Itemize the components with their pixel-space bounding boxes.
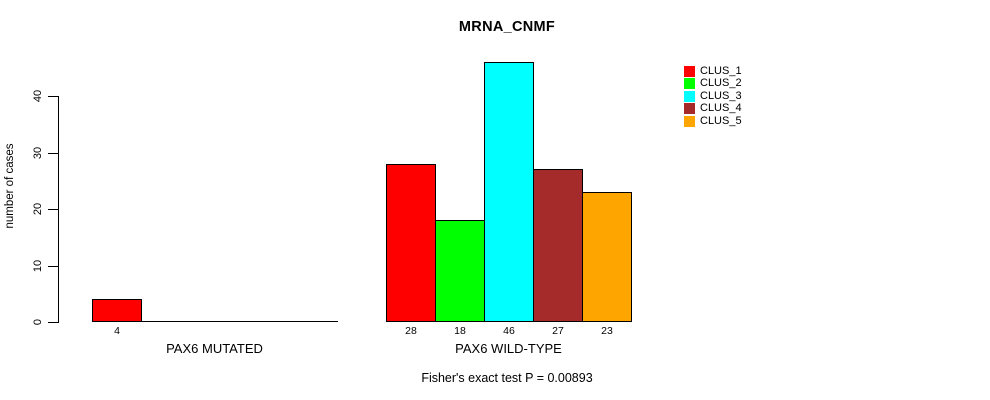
group-label: PAX6 WILD-TYPE — [455, 341, 562, 356]
bar-value-label: 28 — [405, 325, 417, 337]
y-tick — [48, 153, 58, 154]
legend-label: CLUS_4 — [700, 102, 742, 115]
bar-clus_1 — [92, 299, 142, 322]
legend-swatch-icon — [684, 65, 695, 77]
bar-clus_3-zero — [190, 321, 240, 322]
y-tick — [48, 322, 58, 323]
bar-clus_1 — [386, 164, 436, 322]
y-tick-label: 10 — [31, 259, 44, 273]
y-tick — [48, 209, 58, 210]
bar-clus_4-zero — [239, 321, 289, 322]
legend-item-clus_3: CLUS_3 — [684, 90, 742, 103]
legend-swatch-icon — [684, 103, 695, 115]
bar-clus_5-zero — [288, 321, 338, 322]
y-tick-label: 40 — [31, 89, 44, 103]
legend-swatch-icon — [684, 90, 695, 102]
legend-label: CLUS_3 — [700, 89, 742, 102]
legend-swatch-icon — [684, 115, 695, 127]
y-tick — [48, 266, 58, 267]
legend-item-clus_5: CLUS_5 — [684, 115, 742, 128]
legend: CLUS_1 CLUS_2 CLUS_3 CLUS_4 CLUS_5 — [684, 65, 742, 128]
legend-label: CLUS_5 — [700, 114, 742, 127]
legend-label: CLUS_2 — [700, 77, 742, 90]
bar-clus_2 — [435, 220, 485, 322]
bar-clus_5 — [582, 192, 632, 322]
y-tick-label: 0 — [31, 318, 44, 326]
y-tick-label: 20 — [31, 202, 44, 216]
y-tick — [48, 96, 58, 97]
legend-swatch-icon — [684, 78, 695, 90]
chart-title: MRNA_CNMF — [458, 19, 556, 35]
bar-value-label: 46 — [503, 325, 515, 337]
bar-value-label: 18 — [454, 325, 466, 337]
bar-clus_4 — [533, 169, 583, 322]
legend-item-clus_2: CLUS_2 — [684, 78, 742, 91]
y-tick-label: 30 — [31, 146, 44, 160]
group-label: PAX6 MUTATED — [166, 341, 263, 356]
bar-value-label: 4 — [114, 325, 120, 337]
fisher-test-annotation: Fisher's exact test P = 0.00893 — [421, 371, 593, 385]
bar-clus_2-zero — [141, 321, 191, 322]
bar-value-label: 23 — [601, 325, 613, 337]
bar-clus_3 — [484, 62, 534, 322]
y-axis-line — [58, 96, 59, 323]
legend-item-clus_1: CLUS_1 — [684, 65, 742, 78]
legend-item-clus_4: CLUS_4 — [684, 103, 742, 116]
legend-label: CLUS_1 — [700, 64, 742, 77]
bar-value-label: 27 — [552, 325, 564, 337]
